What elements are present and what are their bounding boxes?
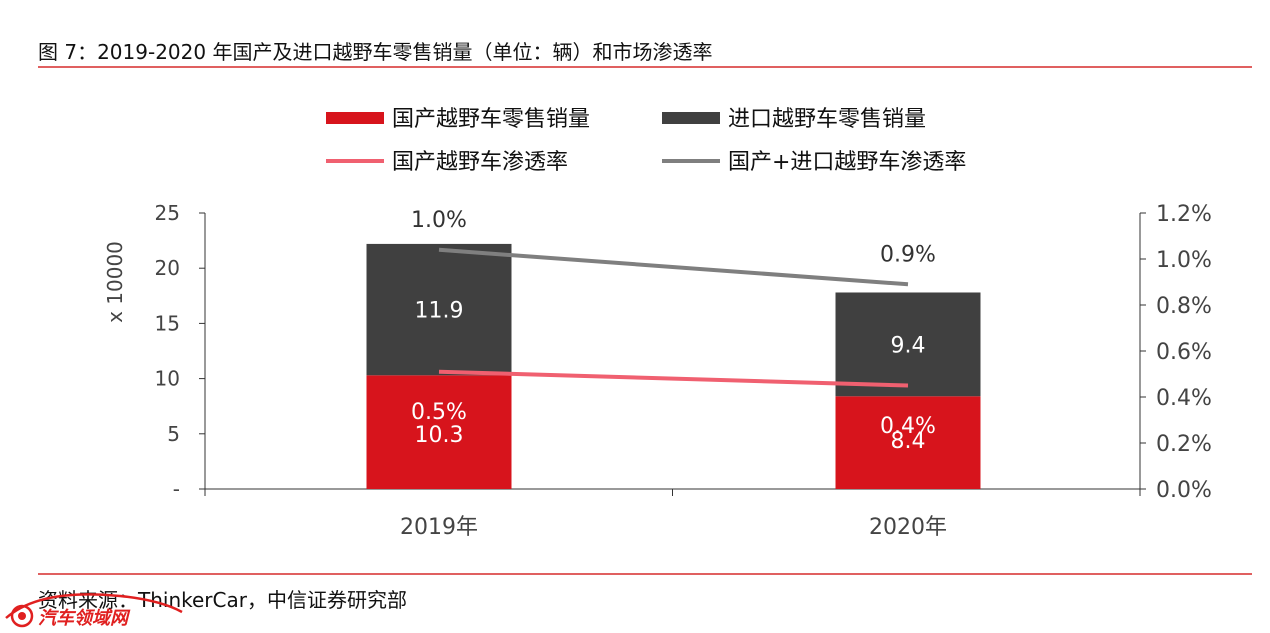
y-tick-label-left: - <box>173 477 180 501</box>
line-value-label: 0.4% <box>880 414 936 439</box>
legend-label-total-rate: 国产+进口越野车渗透率 <box>728 150 966 175</box>
line-value-label: 0.5% <box>411 400 467 425</box>
bar-value-label: 11.9 <box>415 299 464 324</box>
bar-segment <box>366 243 512 376</box>
y-tick-label-right: 0.2% <box>1156 432 1212 457</box>
bar-segment <box>835 292 981 397</box>
bar-segment <box>835 396 981 489</box>
y-tick-label-right: 0.4% <box>1156 386 1212 411</box>
y-axis-title: x 10000 <box>103 241 127 323</box>
legend-label-import-sales: 进口越野车零售销量 <box>728 107 926 132</box>
bar-value-label: 8.4 <box>891 429 926 454</box>
y-tick-label-left: 5 <box>167 422 180 446</box>
y-tick-label-left: 10 <box>155 367 180 391</box>
bar-value-label: 9.4 <box>891 333 926 358</box>
y-tick-label-right: 0.8% <box>1156 294 1212 319</box>
source-note: 资料来源：ThinkerCar，中信证券研究部 <box>38 588 407 612</box>
plot-area: - 5 10 15 20 25 0.0% 0.2% 0.4% 0.6% 0.8% 1.0% 1.2% 20… <box>155 201 1212 540</box>
source-divider <box>38 573 1252 575</box>
y-tick-label-right: 1.2% <box>1156 202 1212 227</box>
legend-swatch-domestic-sales <box>326 112 384 124</box>
y-tick-label-left: 15 <box>155 311 180 335</box>
y-tick-label-left: 25 <box>155 201 180 225</box>
y-tick-label-left: 20 <box>155 256 180 280</box>
bar-segment <box>366 375 512 489</box>
legend-swatch-import-sales <box>662 112 720 124</box>
x-tick-label: 2019年 <box>400 515 478 540</box>
y-tick-label-right: 0.6% <box>1156 340 1212 365</box>
legend-label-domestic-rate: 国产越野车渗透率 <box>392 150 568 175</box>
line-value-label: 1.0% <box>411 208 467 233</box>
series-line <box>438 369 909 388</box>
x-tick-label: 2020年 <box>869 515 947 540</box>
y-tick-label-right: 0.0% <box>1156 478 1212 503</box>
legend: 国产越野车零售销量 进口越野车零售销量 国产越野车渗透率 国产+进口越野车渗透率 <box>326 107 966 175</box>
title-divider <box>38 66 1252 68</box>
watermark-logo: 汽车领域网 <box>5 593 183 629</box>
watermark-text: 汽车领域网 <box>38 608 131 629</box>
series-line <box>438 247 909 287</box>
legend-label-domestic-sales: 国产越野车零售销量 <box>392 107 590 132</box>
figure-title: 图 7：2019-2020 年国产及进口越野车零售销量（单位：辆）和市场渗透率 <box>38 40 713 64</box>
y-tick-label-right: 1.0% <box>1156 248 1212 273</box>
line-value-label: 0.9% <box>880 242 936 267</box>
bar-value-label: 10.3 <box>415 423 464 448</box>
